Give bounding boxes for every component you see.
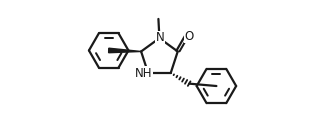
Text: N: N <box>156 31 164 44</box>
Text: NH: NH <box>135 67 153 80</box>
Text: O: O <box>185 30 194 43</box>
Polygon shape <box>109 48 141 53</box>
